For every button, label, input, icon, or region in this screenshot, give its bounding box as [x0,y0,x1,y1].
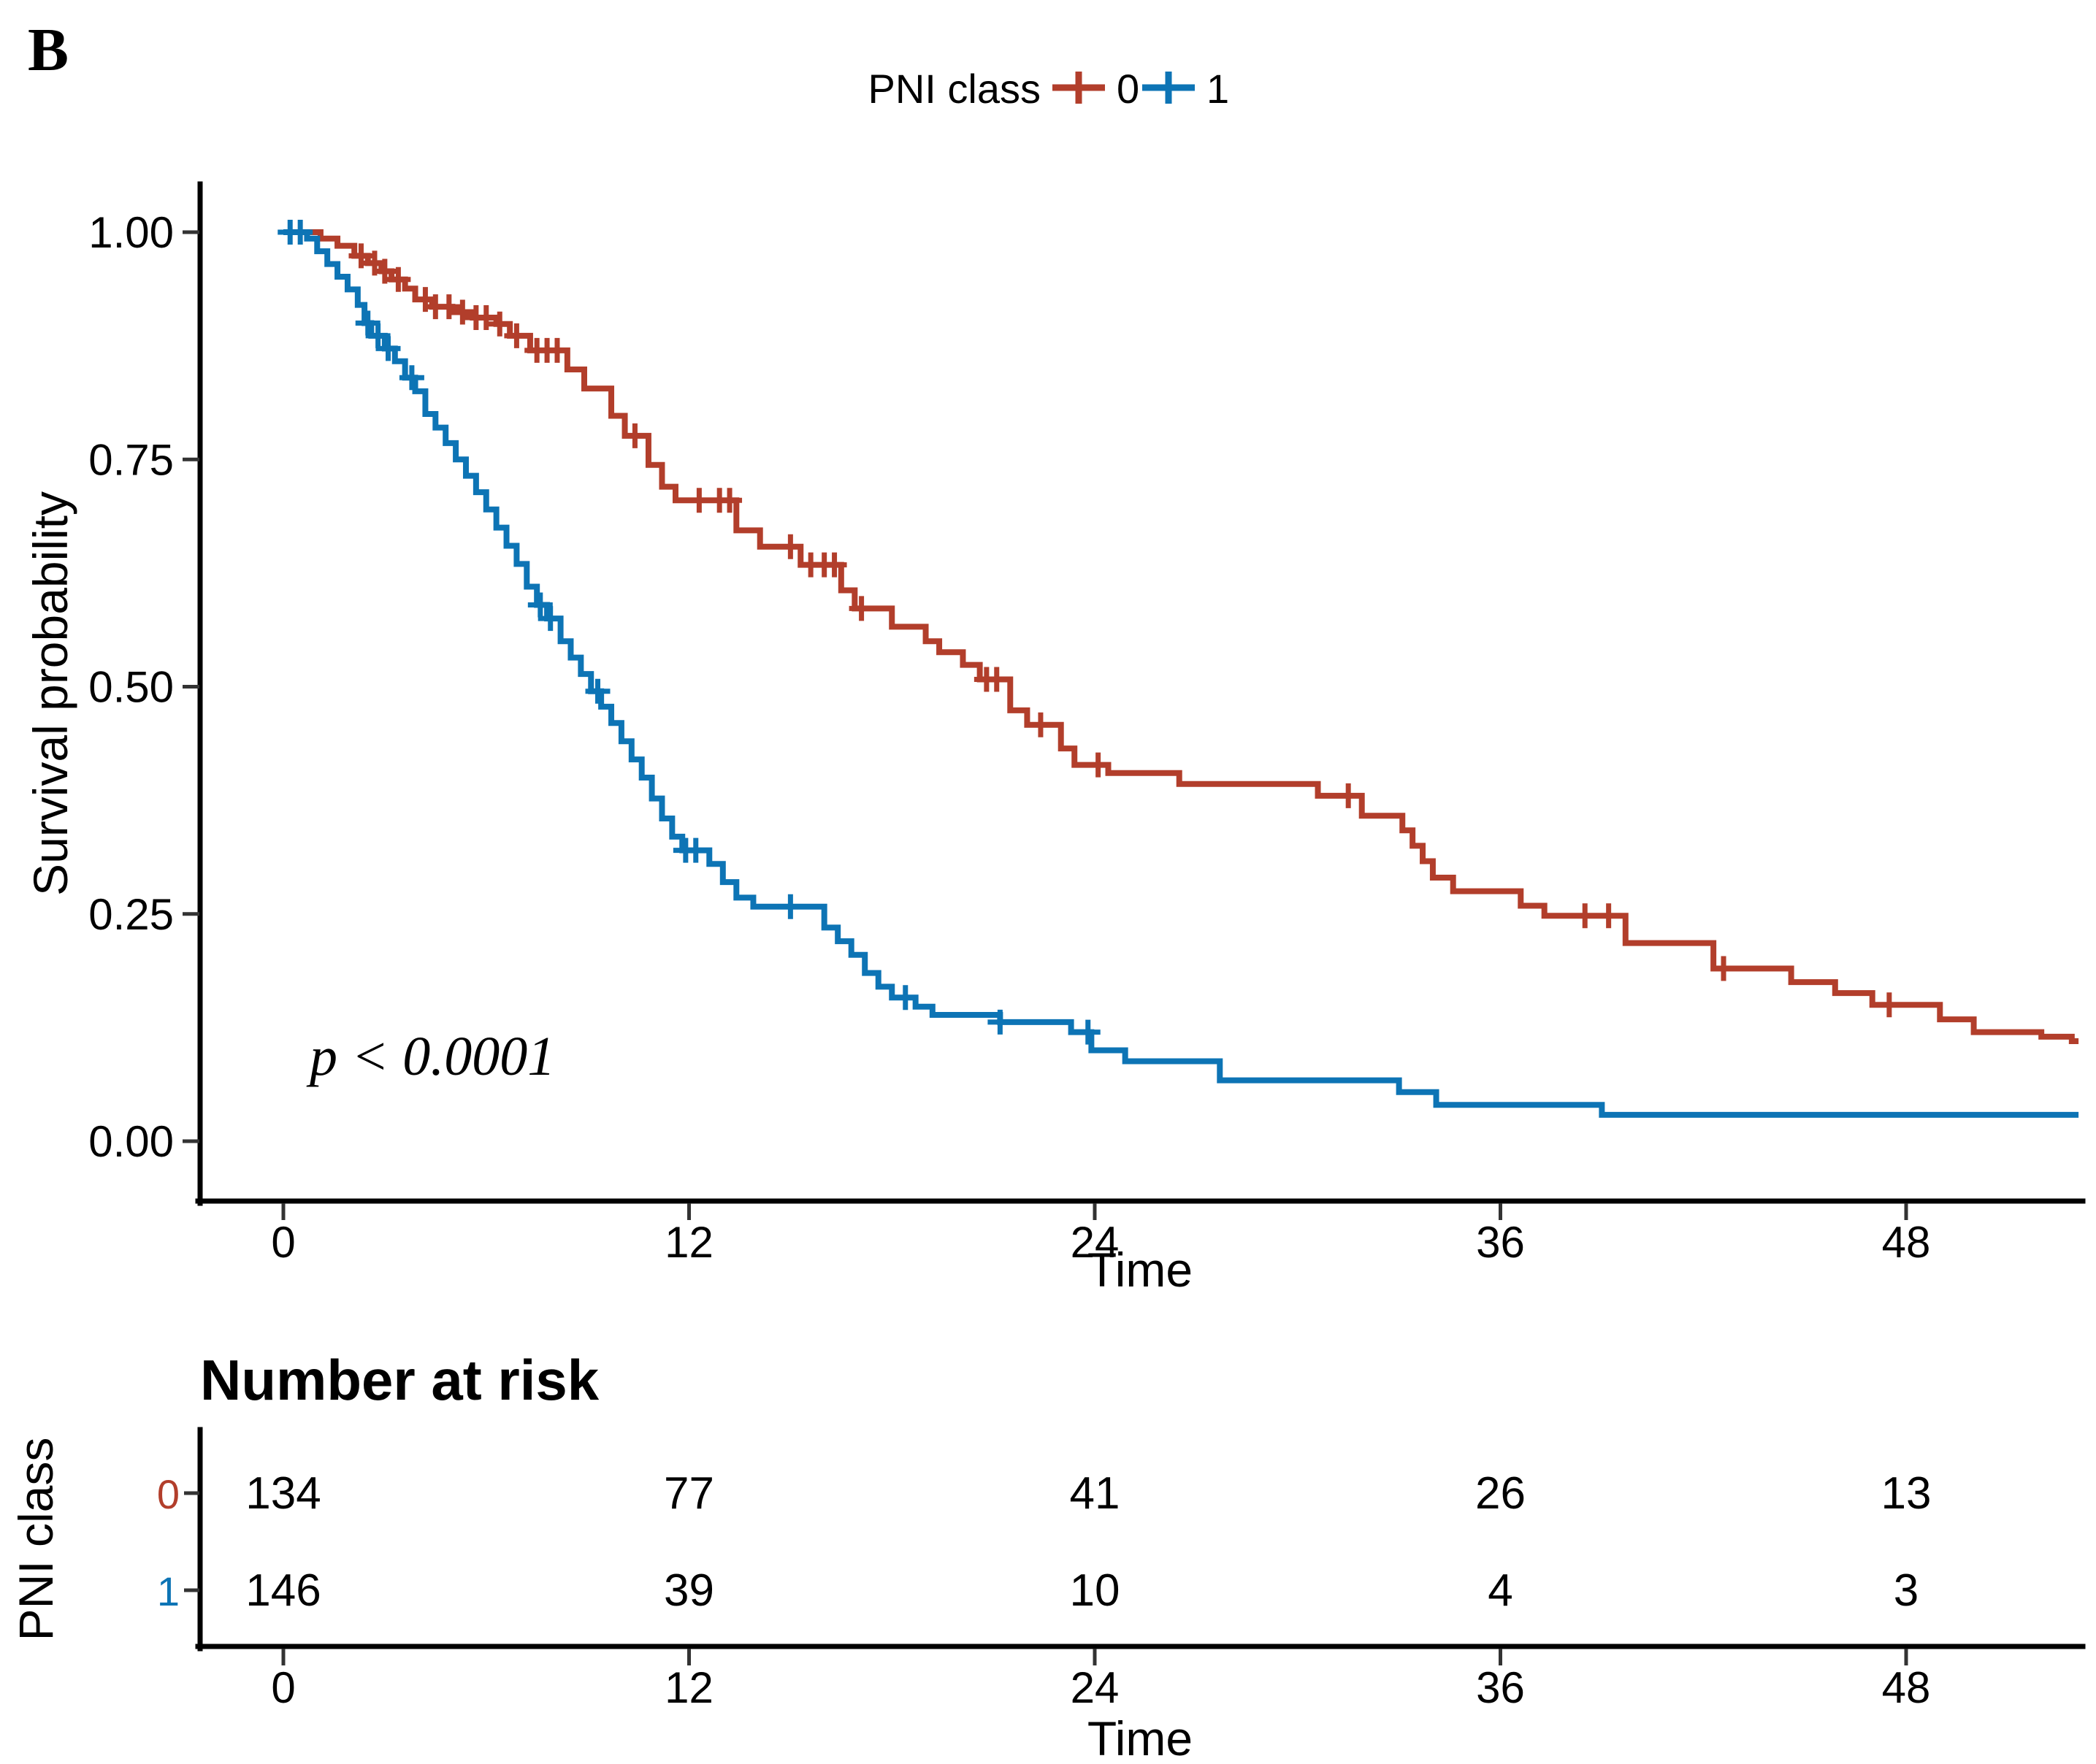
risk-x-tick-label: 12 [665,1663,714,1712]
risk-table-group-label: PNI class [9,1438,63,1641]
y-tick-label: 0.75 [88,435,174,484]
risk-count: 26 [1475,1468,1526,1519]
legend-item-label: 1 [1206,66,1229,112]
risk-x-axis-ticks: 0 12 24 36 48 [271,1649,1930,1712]
x-axis-title: Time [1087,1243,1193,1297]
risk-count: 13 [1881,1468,1932,1519]
x-tick-label: 12 [665,1218,714,1267]
risk-rows: 0 134 77 41 26 13 1 146 39 10 4 3 [157,1468,1932,1616]
legend-item-label: 0 [1117,66,1139,112]
risk-x-tick-label: 36 [1476,1663,1525,1712]
y-tick-label: 0.25 [88,890,174,939]
risk-count: 41 [1070,1468,1120,1519]
survival-curves [278,220,2079,1118]
x-tick-label: 48 [1882,1218,1931,1267]
risk-count: 77 [664,1468,714,1519]
legend-item-1: 1 [1142,66,1229,112]
x-axis-ticks: 0 12 24 36 48 [271,1203,1930,1267]
risk-x-tick-label: 0 [271,1663,295,1712]
y-axis-ticks: 1.00 0.75 0.50 0.25 0.00 [88,208,199,1166]
y-tick-label: 0.50 [88,663,174,712]
risk-row-label: 1 [157,1568,180,1614]
risk-x-tick-label: 24 [1071,1663,1120,1712]
risk-count: 4 [1488,1565,1512,1616]
risk-table: Number at risk PNI class 0 134 77 41 26 13 1 14… [9,1348,2086,1764]
risk-count: 39 [664,1565,714,1616]
p-value-annotation: p < 0.0001 [306,1026,555,1087]
y-tick-label: 1.00 [88,208,174,257]
risk-row-1: 1 146 39 10 4 3 [157,1565,1919,1616]
legend-title: PNI class [868,66,1041,112]
risk-count: 134 [245,1468,321,1519]
risk-row-label: 0 [157,1471,180,1517]
panel-label: B [28,16,69,84]
x-tick-label: 24 [1071,1218,1120,1267]
survival-plot: 1.00 0.75 0.50 0.25 0.00 0 12 24 36 48 Survival … [23,181,2086,1297]
risk-count: 3 [1894,1565,1919,1616]
risk-x-tick-label: 48 [1882,1663,1931,1712]
risk-row-0: 0 134 77 41 26 13 [157,1468,1932,1519]
x-tick-label: 36 [1476,1218,1525,1267]
legend-item-0: 0 [1052,66,1139,112]
x-tick-label: 0 [271,1218,295,1267]
y-axis-title: Survival probability [23,491,77,896]
risk-x-axis-title: Time [1087,1711,1193,1760]
risk-count: 10 [1070,1565,1120,1616]
y-tick-label: 0.00 [88,1117,174,1166]
risk-count: 146 [245,1565,321,1616]
risk-table-title: Number at risk [200,1348,600,1412]
